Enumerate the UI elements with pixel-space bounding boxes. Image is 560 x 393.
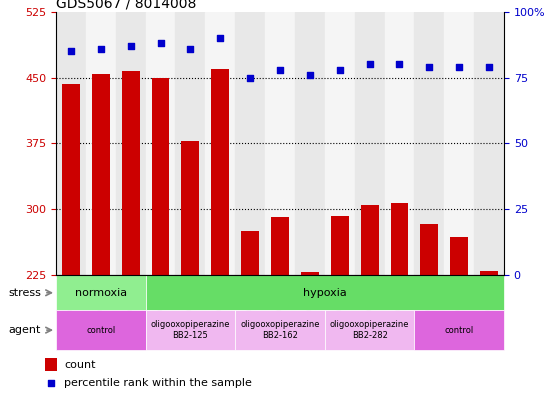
Point — [365, 61, 374, 68]
Bar — [301, 272, 319, 275]
Bar — [235, 310, 325, 350]
Bar — [116, 12, 146, 275]
Point — [335, 66, 344, 73]
Text: oligooxopiperazine
BB2-162: oligooxopiperazine BB2-162 — [240, 320, 320, 340]
Point — [276, 66, 284, 73]
Text: stress: stress — [8, 288, 41, 298]
Text: oligooxopiperazine
BB2-125: oligooxopiperazine BB2-125 — [151, 320, 230, 340]
Point — [96, 46, 105, 52]
Bar — [271, 217, 289, 275]
Text: agent: agent — [9, 325, 41, 335]
Bar — [361, 205, 379, 275]
Point — [186, 46, 195, 52]
Text: percentile rank within the sample: percentile rank within the sample — [64, 378, 252, 388]
Bar — [211, 69, 229, 275]
Point — [246, 75, 255, 81]
Bar — [354, 12, 385, 275]
Bar — [206, 12, 235, 275]
Point — [156, 40, 165, 46]
Bar — [325, 310, 414, 350]
Point — [425, 64, 434, 70]
Bar — [241, 231, 259, 275]
Bar — [152, 79, 170, 275]
Bar — [385, 12, 414, 275]
Point — [126, 43, 135, 49]
Bar — [45, 358, 57, 371]
Bar — [62, 84, 80, 275]
Bar — [325, 12, 354, 275]
Bar — [146, 275, 504, 310]
Text: control: control — [445, 326, 474, 334]
Bar — [235, 12, 265, 275]
Bar — [92, 74, 110, 275]
Bar — [146, 12, 175, 275]
Bar — [390, 203, 408, 275]
Bar — [414, 12, 444, 275]
Bar — [444, 12, 474, 275]
Point — [67, 48, 76, 55]
Point — [216, 35, 225, 41]
Bar — [295, 12, 325, 275]
Bar — [421, 224, 438, 275]
Bar — [414, 310, 504, 350]
Bar — [181, 141, 199, 275]
Bar — [122, 71, 139, 275]
Text: oligooxopiperazine
BB2-282: oligooxopiperazine BB2-282 — [330, 320, 409, 340]
Text: GDS5067 / 8014008: GDS5067 / 8014008 — [56, 0, 197, 11]
Bar — [86, 12, 116, 275]
Bar — [480, 271, 498, 275]
Bar — [56, 12, 86, 275]
Bar — [146, 310, 235, 350]
Point — [455, 64, 464, 70]
Bar — [474, 12, 504, 275]
Text: normoxia: normoxia — [74, 288, 127, 298]
Bar — [450, 237, 468, 275]
Text: control: control — [86, 326, 115, 334]
Bar — [331, 216, 349, 275]
Bar — [56, 310, 146, 350]
Text: count: count — [64, 360, 96, 370]
Text: hypoxia: hypoxia — [303, 288, 347, 298]
Point — [305, 72, 314, 78]
Point — [484, 64, 493, 70]
Bar — [56, 275, 146, 310]
Bar — [265, 12, 295, 275]
Point — [46, 380, 55, 386]
Point — [395, 61, 404, 68]
Bar — [175, 12, 206, 275]
